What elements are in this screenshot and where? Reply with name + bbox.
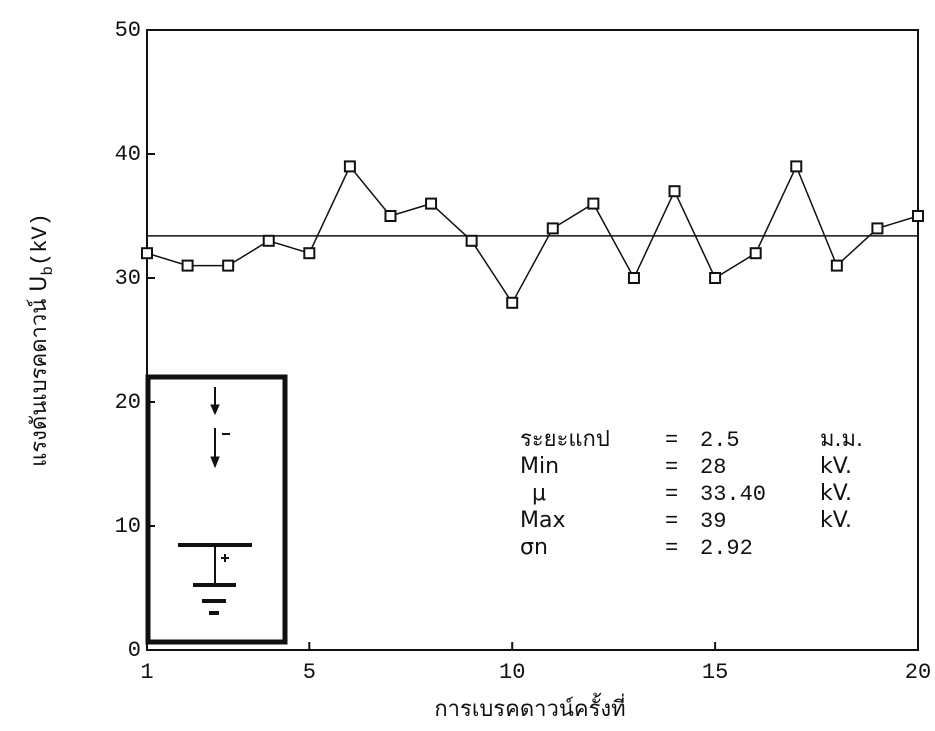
y-axis-label-text: แรงดันเบรคดาวน์ U xyxy=(27,276,52,467)
data-marker xyxy=(830,259,843,272)
x-axis-label: การเบรคดาวน์ครั้งที่ xyxy=(434,693,625,722)
y-tick-label: 10 xyxy=(115,514,141,539)
data-marker xyxy=(343,160,356,173)
data-marker xyxy=(546,222,559,235)
data-marker xyxy=(384,210,397,222)
data-marker xyxy=(425,197,438,210)
annotation-cell: Max xyxy=(520,508,565,533)
data-marker xyxy=(587,197,600,210)
data-marker xyxy=(709,272,722,284)
data-marker xyxy=(262,234,275,247)
annotation-cell: ระยะแกป xyxy=(520,427,610,452)
data-marker xyxy=(912,210,924,222)
data-marker xyxy=(141,247,153,260)
annotation-cell: 2.92 xyxy=(700,536,753,561)
x-tick-label: 20 xyxy=(905,660,931,685)
annotation-cell: 2.5 xyxy=(700,428,740,453)
data-line xyxy=(146,164,919,305)
y-axis-label-sub: b xyxy=(39,266,57,276)
annotation-cell: kV. xyxy=(820,454,852,479)
annotation-cell: μ xyxy=(532,481,546,506)
data-marker xyxy=(465,234,478,247)
annotation-cell: Min xyxy=(520,454,559,479)
annotation-cell: kV. xyxy=(820,481,852,506)
inset-schematic xyxy=(145,374,288,645)
plot-frame xyxy=(146,29,919,651)
annotation-cell: 33.40 xyxy=(700,482,766,507)
y-tick-label: 50 xyxy=(115,18,141,43)
y-tick-label: 40 xyxy=(115,142,141,167)
annotation-cell: = xyxy=(665,509,678,534)
y-tick-label: 30 xyxy=(115,266,141,291)
y-tick-label: 0 xyxy=(128,638,141,663)
annotation-cell: 39 xyxy=(700,509,726,534)
x-tick-label: 1 xyxy=(140,660,153,685)
data-marker xyxy=(627,272,640,284)
data-marker xyxy=(303,247,316,260)
annotation-cell: 28 xyxy=(700,455,726,480)
x-tick-label: 10 xyxy=(499,660,525,685)
y-tick-label: 20 xyxy=(115,390,141,415)
annotation-cell: σn xyxy=(520,535,548,560)
y-axis-label-unit: (kV) xyxy=(28,213,53,266)
data-marker xyxy=(506,296,519,309)
annotation-cell: = xyxy=(665,536,678,561)
data-marker xyxy=(222,259,235,272)
x-tick-label: 15 xyxy=(702,660,728,685)
data-marker xyxy=(668,185,681,198)
y-axis-label: แรงดันเบรคดาวน์ Ub(kV) xyxy=(27,213,57,467)
annotation-cell: = xyxy=(665,482,678,507)
annotation-cell: kV. xyxy=(820,508,852,533)
data-marker xyxy=(749,247,762,260)
data-marker xyxy=(790,160,803,173)
annotation-cell: ม.ม. xyxy=(820,427,863,452)
x-tick-label: 5 xyxy=(303,660,316,685)
data-marker xyxy=(181,259,194,272)
annotation-cell: = xyxy=(665,455,678,480)
annotation-cell: = xyxy=(665,428,678,453)
data-marker xyxy=(871,222,884,235)
